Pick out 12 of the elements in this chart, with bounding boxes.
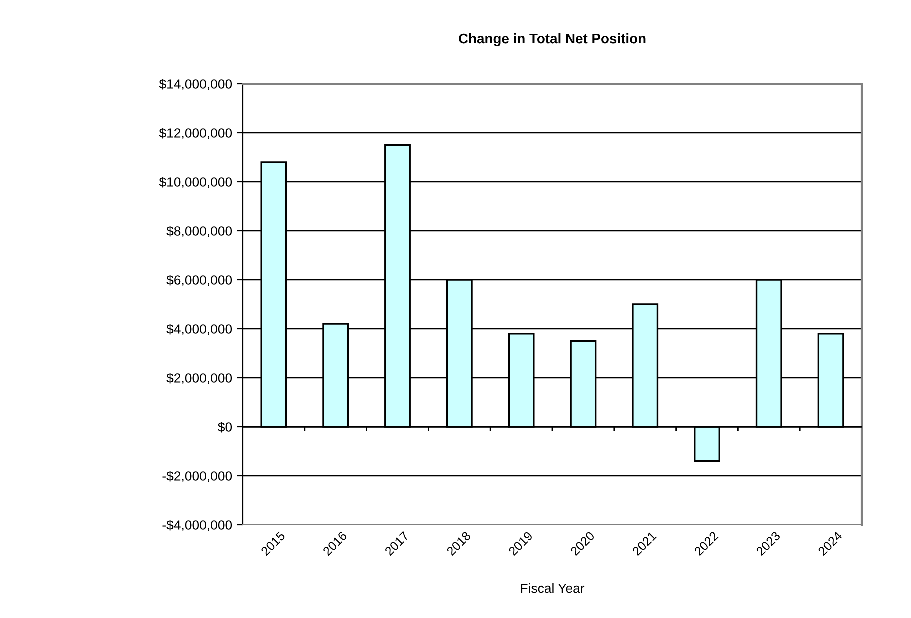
x-axis-title: Fiscal Year [521,583,585,594]
y-tick-label: $4,000,000 [166,324,232,336]
y-tick-label: $2,000,000 [166,373,232,384]
y-tick-label: -$2,000,000 [162,471,232,482]
y-tick-label: $14,000,000 [159,79,232,90]
y-tick-label: $12,000,000 [159,128,232,140]
y-tick-label: $0 [218,422,232,433]
y-tick-label: $10,000,000 [159,177,232,188]
y-tick-label: $6,000,000 [166,275,232,286]
y-tick-label: -$4,000,000 [162,520,232,532]
chart-title: Change in Total Net Position [459,33,646,47]
y-tick-label: $8,000,000 [166,226,232,238]
